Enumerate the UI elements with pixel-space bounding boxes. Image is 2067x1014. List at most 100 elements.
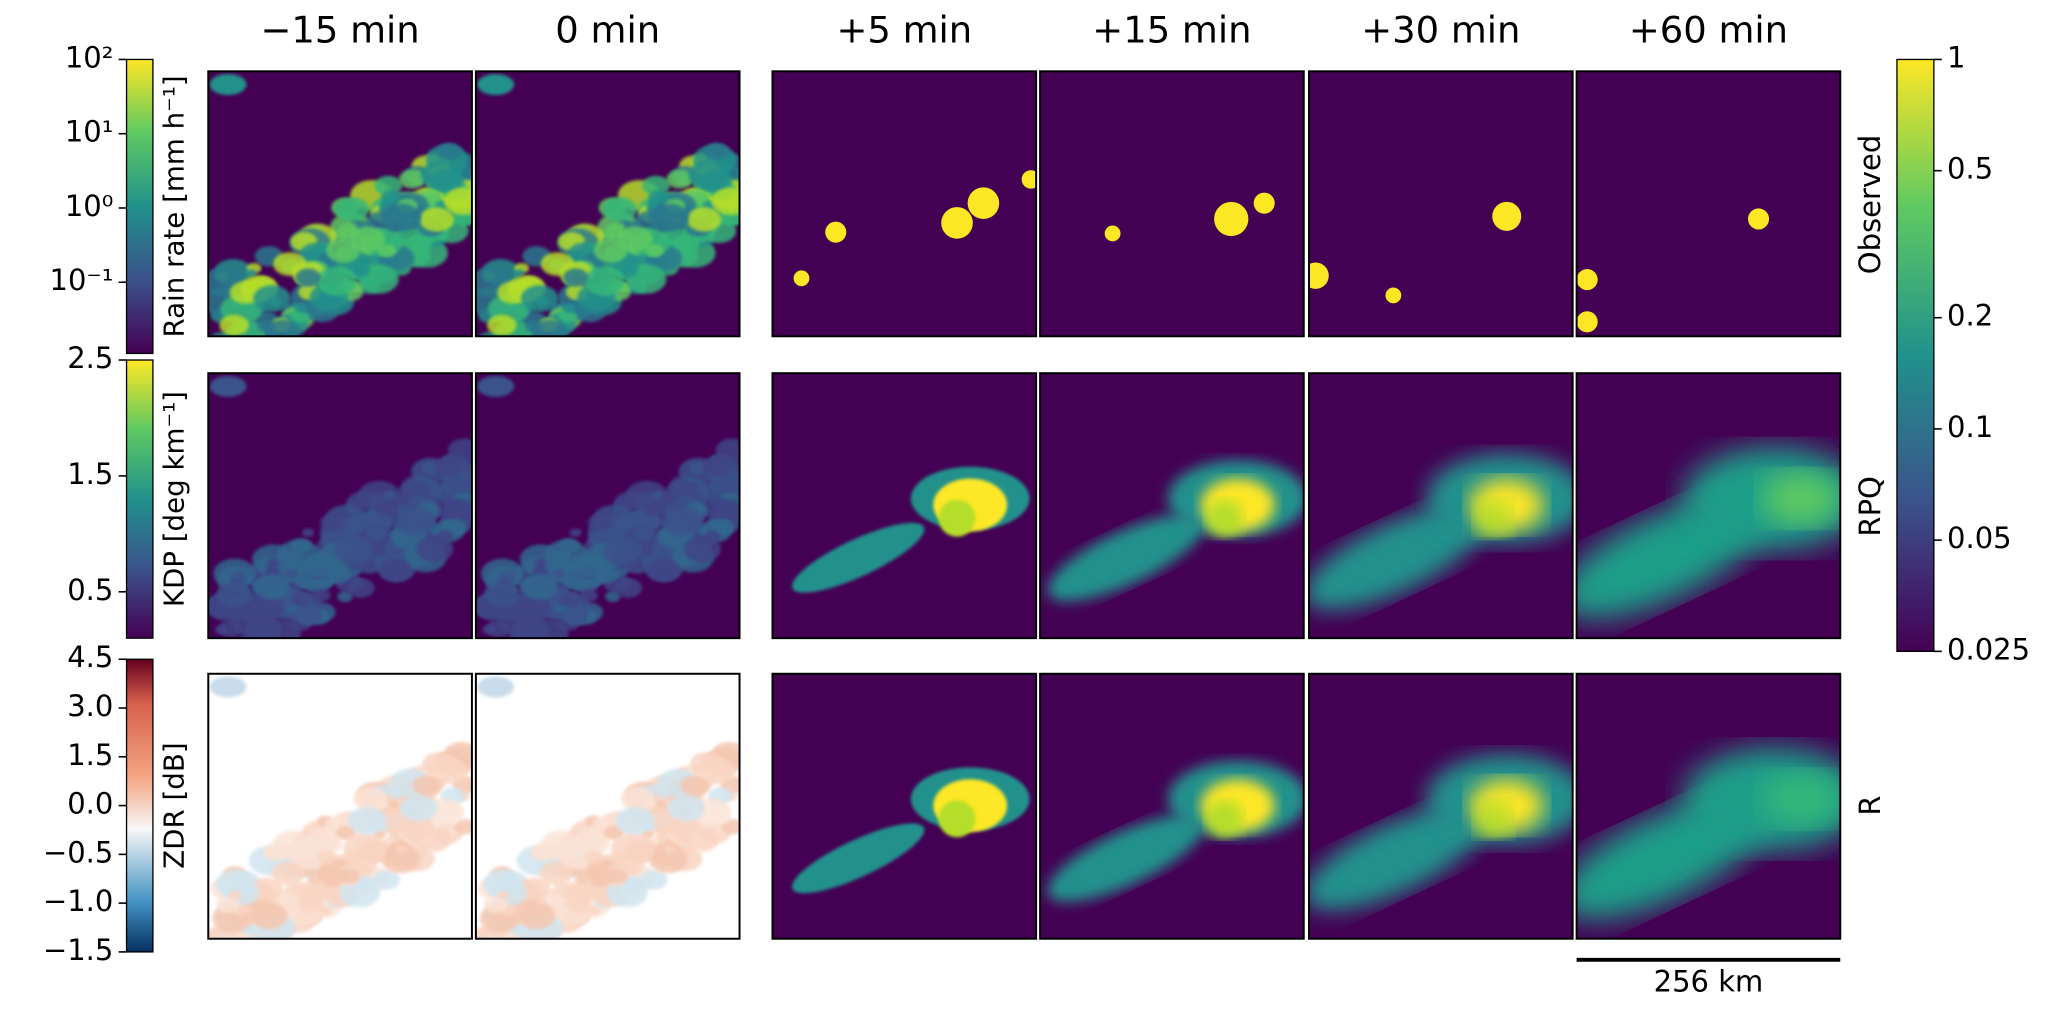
echo	[213, 936, 237, 939]
echo	[301, 528, 315, 538]
echo	[219, 314, 249, 336]
panel-frame	[207, 372, 473, 640]
echo	[520, 285, 559, 312]
colorbar-tick-label: −1.0	[43, 884, 113, 918]
echo	[245, 269, 257, 278]
echo	[1021, 170, 1037, 189]
echo	[587, 513, 613, 532]
echo	[653, 806, 666, 816]
echo	[704, 142, 730, 161]
echo	[1047, 814, 1205, 902]
echo	[486, 314, 517, 336]
echo	[398, 169, 426, 189]
panel-frame	[1308, 372, 1574, 640]
colorbar-tick-label: 0.5	[67, 573, 113, 607]
radar-panel	[475, 373, 740, 661]
echo	[967, 187, 1000, 219]
echo	[343, 833, 388, 865]
echo	[662, 507, 704, 537]
echo	[394, 507, 436, 537]
panel-frame	[771, 70, 1038, 338]
echo	[436, 142, 462, 161]
echo	[293, 605, 321, 625]
colorbar-tick-label: 1.5	[67, 738, 113, 772]
echo	[579, 588, 598, 603]
echo	[602, 536, 642, 565]
echo	[1309, 806, 1486, 911]
echo	[1309, 505, 1486, 610]
echo	[495, 640, 525, 661]
colorbar-tick-label: 10²	[65, 40, 114, 74]
echo	[687, 207, 722, 232]
echo	[347, 578, 375, 598]
panel-frame	[474, 672, 741, 940]
panel-frame	[207, 70, 473, 338]
echo	[316, 850, 337, 865]
echo	[532, 319, 568, 337]
echo	[219, 939, 259, 968]
scale-bar-label: 256 km	[1654, 965, 1764, 999]
echo	[586, 905, 600, 916]
echo	[380, 558, 413, 581]
echo	[490, 341, 521, 363]
echo	[510, 617, 550, 639]
echo	[1747, 208, 1770, 230]
echo	[381, 190, 401, 205]
panel-frame	[1039, 672, 1305, 940]
echo	[584, 266, 625, 296]
echo	[648, 190, 669, 205]
panel-frame	[771, 672, 1038, 940]
echo	[338, 867, 361, 885]
echo	[1475, 800, 1513, 838]
echo	[500, 339, 513, 349]
echo	[410, 835, 425, 846]
radar-panel	[1040, 373, 1304, 639]
echo	[1206, 800, 1244, 838]
echo	[290, 309, 310, 323]
panel-bg	[1576, 71, 1841, 337]
echo	[565, 894, 591, 913]
echo	[521, 574, 558, 600]
echo	[239, 593, 284, 625]
echo	[222, 341, 253, 363]
echo	[507, 593, 551, 625]
echo	[233, 940, 260, 959]
echo	[696, 481, 720, 499]
radar-panel	[1576, 673, 1841, 939]
echo	[374, 175, 403, 196]
echo	[365, 526, 387, 542]
colorbar	[125, 359, 154, 639]
echo	[335, 197, 370, 222]
echo	[713, 500, 739, 519]
echo	[213, 642, 243, 663]
colorbar	[125, 58, 154, 355]
echo	[584, 850, 604, 865]
echo	[496, 890, 510, 900]
echo	[558, 309, 578, 323]
echo	[483, 895, 508, 914]
echo	[453, 818, 472, 835]
echo	[384, 490, 396, 500]
echo	[648, 845, 688, 874]
colorbar-tick-label: 0.2	[1947, 299, 1993, 333]
colorbar-tick-label: −0.5	[43, 835, 113, 869]
echo	[316, 266, 358, 296]
echo	[648, 203, 689, 232]
radar-panel	[208, 673, 472, 968]
echo	[1475, 499, 1513, 537]
echo	[593, 238, 628, 263]
echo	[253, 574, 290, 600]
echo	[209, 676, 247, 698]
colorbar-tick-label: 0.0	[67, 787, 113, 821]
echo	[294, 303, 308, 313]
column-title: +60 min	[1629, 8, 1788, 51]
echo	[1576, 311, 1598, 333]
echo	[385, 806, 398, 816]
echo	[433, 754, 458, 773]
row-label: Observed	[1853, 135, 1887, 275]
echo	[412, 775, 442, 797]
echo	[485, 944, 510, 962]
echo	[232, 339, 245, 349]
echo	[209, 73, 247, 96]
radar-panel	[475, 673, 740, 962]
